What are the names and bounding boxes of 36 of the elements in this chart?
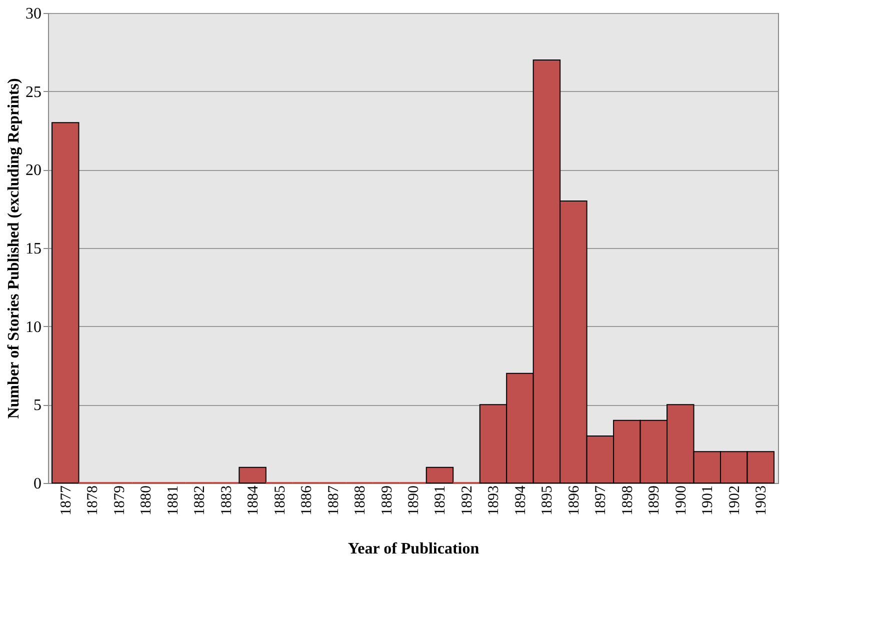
y-tick-label: 0	[34, 476, 42, 492]
x-tick-label: 1881	[165, 486, 182, 516]
x-tick-label: 1887	[326, 485, 342, 516]
x-tick-label: 1895	[540, 486, 556, 516]
x-tick-label: 1893	[486, 486, 502, 516]
x-tick-label: 1885	[272, 486, 288, 516]
x-tick-label: 1886	[299, 485, 316, 516]
x-tick-label: 1890	[406, 486, 422, 516]
x-tick-label: 1884	[246, 485, 262, 516]
x-tick-label: 1882	[192, 486, 208, 516]
x-tick-label: 1888	[352, 486, 369, 516]
y-tick-label: 5	[34, 397, 42, 414]
x-tick-label: 1901	[700, 486, 716, 516]
x-tick-label: 1902	[726, 486, 743, 516]
x-tick-label: 1883	[218, 486, 235, 516]
x-tick-label: 1880	[138, 486, 155, 516]
x-tick-label: 1896	[566, 485, 582, 516]
x-tick-label: 1899	[646, 486, 663, 516]
x-tick-label: 1892	[459, 486, 476, 516]
y-tick-label: 20	[26, 162, 42, 180]
x-tick-label: 1879	[112, 486, 128, 516]
y-tick-label: 25	[26, 84, 42, 101]
x-tick-label: 1878	[85, 486, 102, 516]
y-tick-label: 15	[26, 240, 42, 258]
x-tick-label: 1891	[432, 486, 449, 516]
x-tick-label: 1889	[379, 486, 396, 516]
x-tick-label: 1877	[58, 485, 74, 516]
x-tick-label: 1897	[593, 485, 610, 516]
y-axis-title: Number of Stories Published (excluding Reprints)	[6, 78, 22, 419]
x-tick-label: 1900	[673, 486, 690, 516]
x-tick-label: 1894	[512, 485, 529, 516]
y-tick-label: 30	[26, 6, 42, 22]
x-tick-label: 1898	[620, 486, 636, 516]
x-axis-title: Year of Publication	[348, 540, 480, 558]
y-tick-label: 10	[26, 318, 42, 336]
x-tick-label: 1903	[754, 486, 770, 516]
